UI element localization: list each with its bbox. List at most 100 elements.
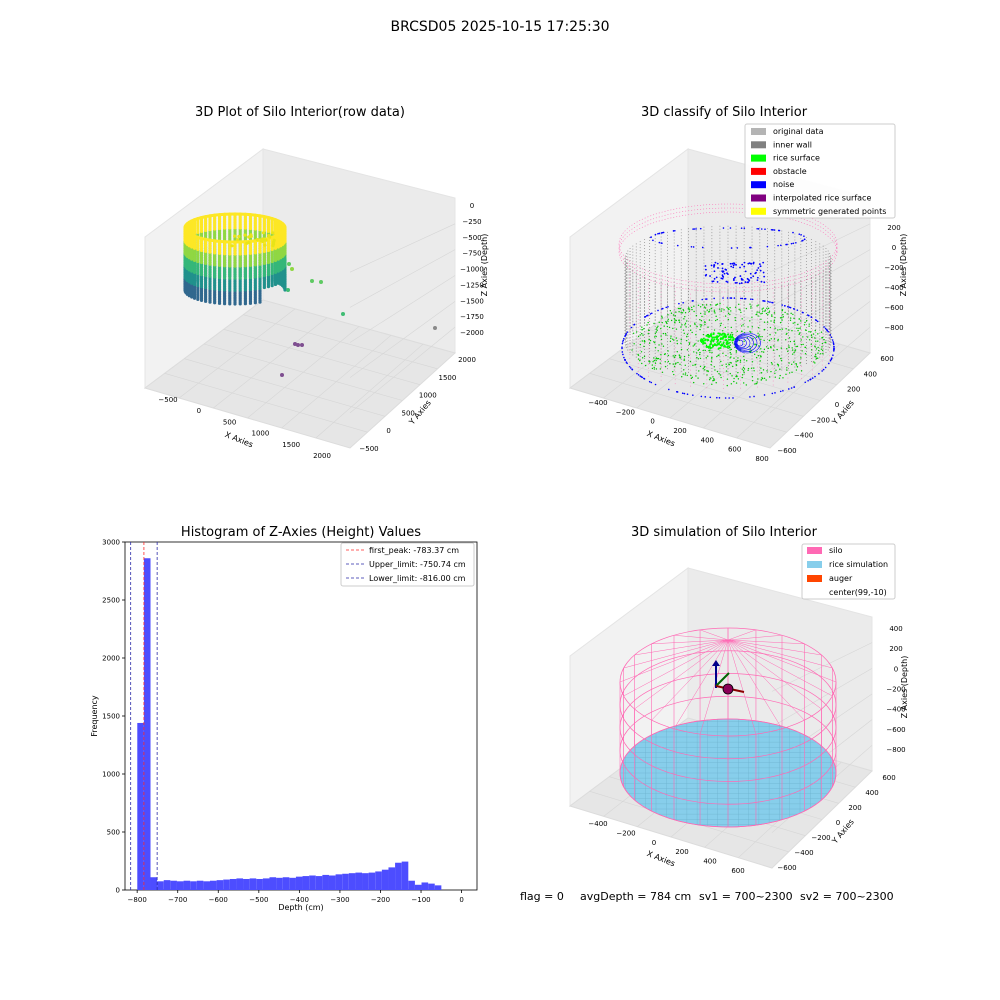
rice-point (698, 348, 700, 351)
noise-point (757, 228, 760, 230)
rice-point (697, 304, 700, 307)
rice-point (732, 365, 734, 368)
rice-point (823, 338, 825, 341)
rice-point (674, 315, 677, 317)
noise-point (716, 396, 718, 399)
noise-point (726, 297, 729, 299)
rice-point (817, 352, 819, 354)
rice-point (657, 357, 660, 360)
rice-point (706, 338, 709, 341)
noise-point (792, 307, 795, 310)
rice-point (682, 329, 685, 331)
rice-point (757, 332, 759, 334)
noise-point (661, 308, 663, 310)
noise-point (704, 268, 707, 271)
rice-point (695, 334, 697, 336)
rice-point (678, 319, 680, 322)
noise-point (730, 247, 733, 249)
rice-point (710, 363, 712, 366)
histogram-bar (190, 881, 197, 890)
rice-point (799, 362, 801, 364)
rice-point (804, 353, 807, 355)
rice-point (714, 319, 717, 322)
noise-point (777, 244, 779, 247)
panel4-x-tick: −200 (616, 829, 635, 837)
rice-point (667, 350, 669, 352)
histogram-bar (176, 881, 184, 890)
rice-point (725, 339, 728, 342)
noise-point (700, 395, 703, 398)
rice-point (750, 305, 752, 308)
rice-point (781, 328, 784, 330)
noise-point (750, 262, 752, 265)
noise-point (704, 265, 707, 267)
rice-point (751, 379, 754, 382)
x-tick-label: −100 (411, 896, 430, 904)
raw-outlier (287, 262, 291, 266)
rice-point (771, 363, 773, 365)
rice-point (722, 352, 724, 355)
flag-text: flag = 0 (520, 890, 564, 903)
rice-point (705, 344, 708, 347)
panel4-xlabel: X Axies (646, 849, 677, 868)
depth-histogram: Histogram of Z-Axies (Height) Values −80… (90, 525, 478, 912)
rice-point (694, 323, 696, 326)
noise-point (717, 267, 719, 269)
rice-point (810, 334, 813, 337)
noise-point (801, 311, 804, 314)
rice-point (656, 326, 658, 329)
rice-point (761, 312, 763, 314)
noise-point (827, 362, 830, 365)
raw-point (255, 238, 259, 242)
panel2-legend-label: original data (773, 127, 824, 136)
noise-point (705, 298, 707, 300)
panel2-legend-label: interpolated rice surface (773, 194, 871, 203)
noise-point (647, 314, 649, 317)
noise-point (723, 272, 726, 275)
noise-point (801, 240, 803, 242)
noise-point (732, 264, 735, 267)
rice-point (719, 324, 722, 327)
rice-point (633, 343, 635, 345)
rice-point (773, 319, 776, 321)
rice-point (725, 363, 727, 365)
rice-point (689, 325, 692, 327)
panel1-x-tick: 1000 (251, 430, 269, 438)
rice-point (709, 347, 712, 350)
rice-point (780, 357, 782, 360)
noise-point (767, 300, 769, 303)
histogram-bar (342, 873, 349, 890)
panel3-legend: first_peak: -783.37 cm Upper_limit: -750.… (340, 542, 475, 587)
panel1-z-tick: −1750 (460, 313, 484, 321)
panel4-z-tick: 200 (889, 645, 902, 653)
noise-point (771, 392, 774, 395)
rice-point (786, 367, 788, 369)
histogram-bar (137, 722, 144, 890)
noise-point (740, 278, 743, 281)
rice-point (789, 319, 792, 322)
rice-point (822, 353, 824, 355)
panel2-x-tick: −200 (616, 408, 635, 416)
histogram-bar (348, 873, 356, 890)
panel4-zlabel: Z Axies (Depth) (900, 656, 909, 719)
noise-point (705, 273, 708, 276)
rice-point (721, 308, 723, 310)
rice-point (773, 338, 776, 340)
noise-point (760, 280, 763, 283)
rice-point (726, 378, 729, 380)
noise-point (744, 297, 746, 300)
rice-point (749, 330, 751, 333)
noise-point (699, 227, 702, 230)
histogram-bar (408, 880, 415, 890)
noise-point (792, 242, 795, 245)
rice-point (712, 344, 715, 347)
panel4-y-tick: −400 (794, 849, 813, 857)
rice-point (770, 347, 772, 349)
rice-point (754, 353, 756, 356)
silo-roof-line (634, 639, 729, 656)
noise-point (832, 354, 834, 356)
rice-point (757, 355, 760, 357)
rice-point (651, 364, 654, 366)
noise-point (729, 227, 732, 229)
rice-point (683, 369, 685, 371)
